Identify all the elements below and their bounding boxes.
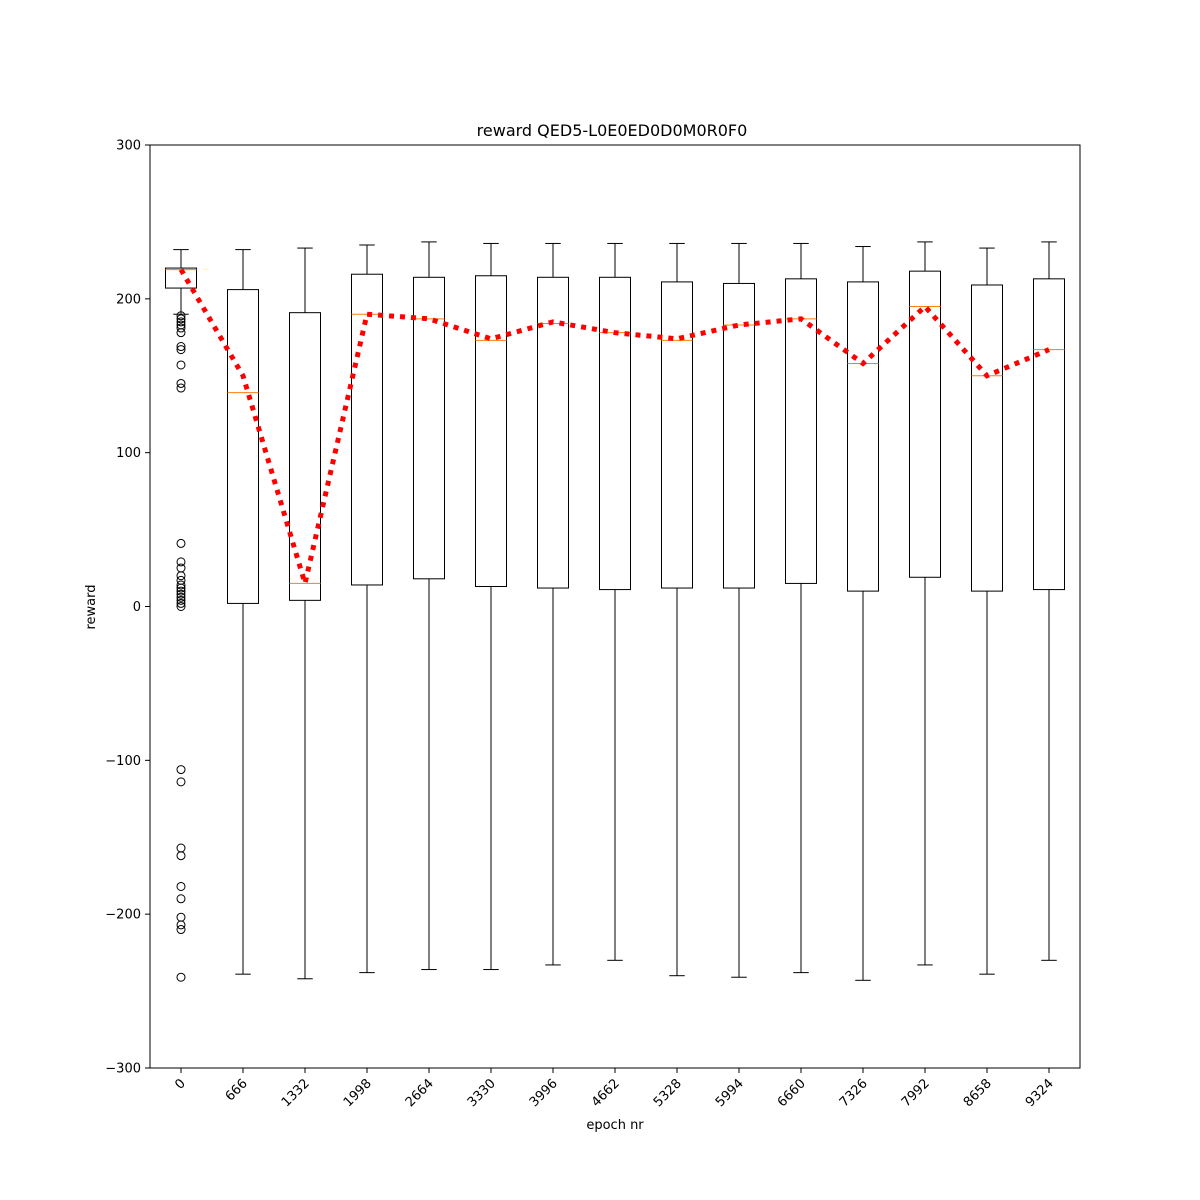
outlier-point (176, 592, 186, 602)
y-tick-label: −200 (105, 908, 141, 923)
box-group (847, 246, 879, 981)
box (413, 276, 445, 580)
box-group (475, 242, 507, 971)
outlier-point (176, 972, 186, 982)
box (971, 284, 1003, 592)
y-tick-label: 200 (116, 292, 141, 307)
outlier-point (176, 317, 186, 327)
box-group (971, 247, 1003, 975)
outlier-point (176, 538, 186, 548)
box-group (599, 242, 631, 961)
outlier-point (176, 342, 186, 352)
outlier-point (176, 328, 186, 338)
box (537, 276, 569, 589)
box (847, 281, 879, 592)
box-group (289, 247, 321, 980)
x-axis-label: epoch nr (586, 1118, 644, 1133)
box-group (1033, 241, 1065, 961)
box (1033, 278, 1065, 591)
outlier-point (176, 894, 186, 904)
box (289, 312, 321, 601)
outlier-point (176, 571, 186, 581)
outlier-point (176, 583, 186, 593)
outlier-point (176, 851, 186, 861)
outlier-point (176, 602, 186, 611)
outlier-point (176, 345, 186, 355)
outlier-point (176, 314, 186, 324)
box (723, 282, 755, 589)
outlier-point (176, 383, 186, 393)
outlier-point (176, 925, 186, 935)
box (599, 276, 631, 591)
outlier-point (176, 595, 186, 605)
y-tick-label: 100 (116, 446, 141, 461)
outlier-point (176, 586, 186, 596)
y-tick-label: −300 (105, 1062, 141, 1077)
box (909, 270, 941, 578)
outlier-point (176, 323, 186, 333)
box (785, 278, 817, 584)
box (165, 267, 197, 289)
box (227, 289, 259, 604)
outlier-point (176, 920, 186, 930)
box (661, 281, 693, 589)
y-axis: −300 −200 −100 0 100 200 300 (105, 139, 150, 1077)
y-tick-label: 0 (133, 600, 141, 615)
plot-area (165, 241, 1065, 982)
box-group (661, 242, 693, 977)
outlier-point (176, 881, 186, 891)
outlier-point (176, 765, 186, 775)
y-tick-label: 300 (116, 139, 141, 154)
outlier-point (176, 378, 186, 388)
y-axis-label: reward (84, 584, 99, 629)
box-group (909, 241, 941, 966)
box-group (351, 244, 383, 974)
chart-title: reward QED5-L0E0ED0D0M0R0F0 (477, 121, 748, 140)
outlier-point (176, 311, 186, 321)
y-tick-label: −100 (105, 754, 141, 769)
outlier-point (176, 360, 186, 370)
box (351, 273, 383, 586)
box-group (227, 249, 259, 975)
outlier-point (176, 557, 186, 567)
outlier-point (176, 589, 186, 599)
outlier-point (176, 777, 186, 787)
outlier-point (176, 580, 186, 590)
box (475, 275, 507, 588)
outlier-point (176, 598, 186, 608)
mean-trend-line (178, 268, 1050, 594)
box-group (723, 242, 755, 978)
box-group (413, 241, 445, 971)
